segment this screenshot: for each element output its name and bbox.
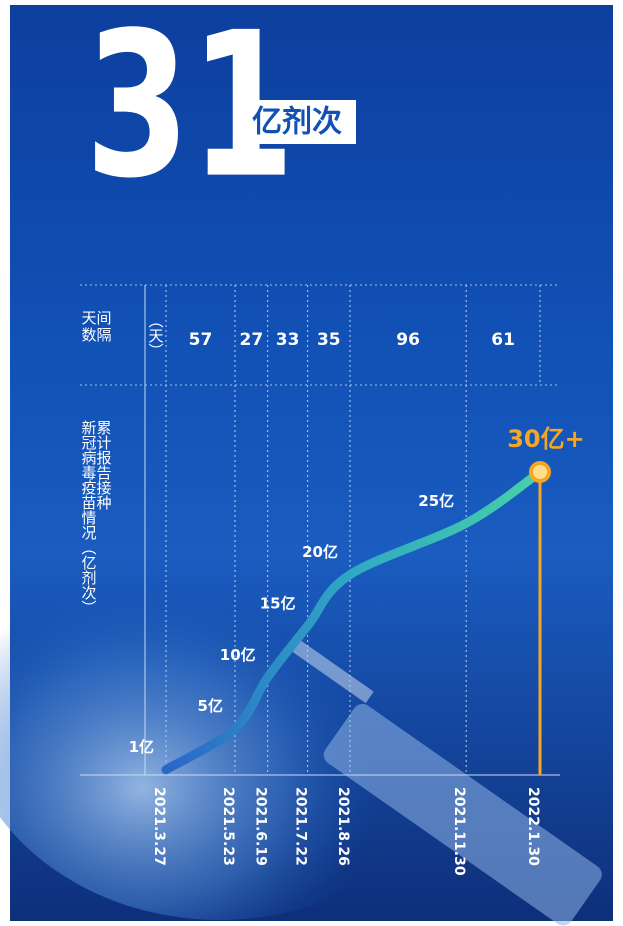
highlight-label: 30亿+ [507, 425, 585, 453]
interval-value: 35 [317, 330, 341, 350]
photo-glove [0, 480, 480, 920]
y-axis-label: 新冠病毒疫苗情况（亿剂次） [80, 420, 98, 615]
interval-label: 天数 [80, 310, 98, 344]
value-label: 10亿 [220, 646, 256, 664]
x-tick-label: 2021.7.22 [293, 787, 309, 866]
x-tick-label: 2021.5.23 [220, 787, 236, 866]
value-label: 1亿 [129, 738, 154, 756]
interval-value: 57 [189, 330, 213, 350]
interval-value: 61 [491, 330, 515, 350]
x-tick-label: 2021.3.27 [151, 787, 167, 866]
headline-unit: 亿剂次 [252, 105, 342, 140]
value-label: 20亿 [302, 543, 338, 561]
highlight-marker [529, 461, 551, 483]
value-label: 25亿 [418, 492, 454, 510]
x-tick-label: 2021.6.19 [253, 787, 269, 866]
interval-value: 96 [396, 330, 420, 350]
interval-label: 间隔 [95, 310, 113, 344]
value-label: 15亿 [260, 595, 296, 613]
interval-unit: （天） [147, 313, 165, 358]
photo-syringe [291, 640, 602, 926]
headline-unit-box [238, 100, 356, 144]
x-tick-label: 2022.1.30 [525, 787, 541, 866]
interval-value: 33 [276, 330, 300, 350]
x-tick-label: 2021.8.26 [335, 787, 351, 866]
y-axis-label: 累计报告接种 [95, 420, 113, 510]
interval-value: 27 [239, 330, 263, 350]
value-label: 5亿 [198, 697, 223, 715]
x-tick-label: 2021.11.30 [451, 787, 467, 876]
data-line [161, 467, 545, 775]
